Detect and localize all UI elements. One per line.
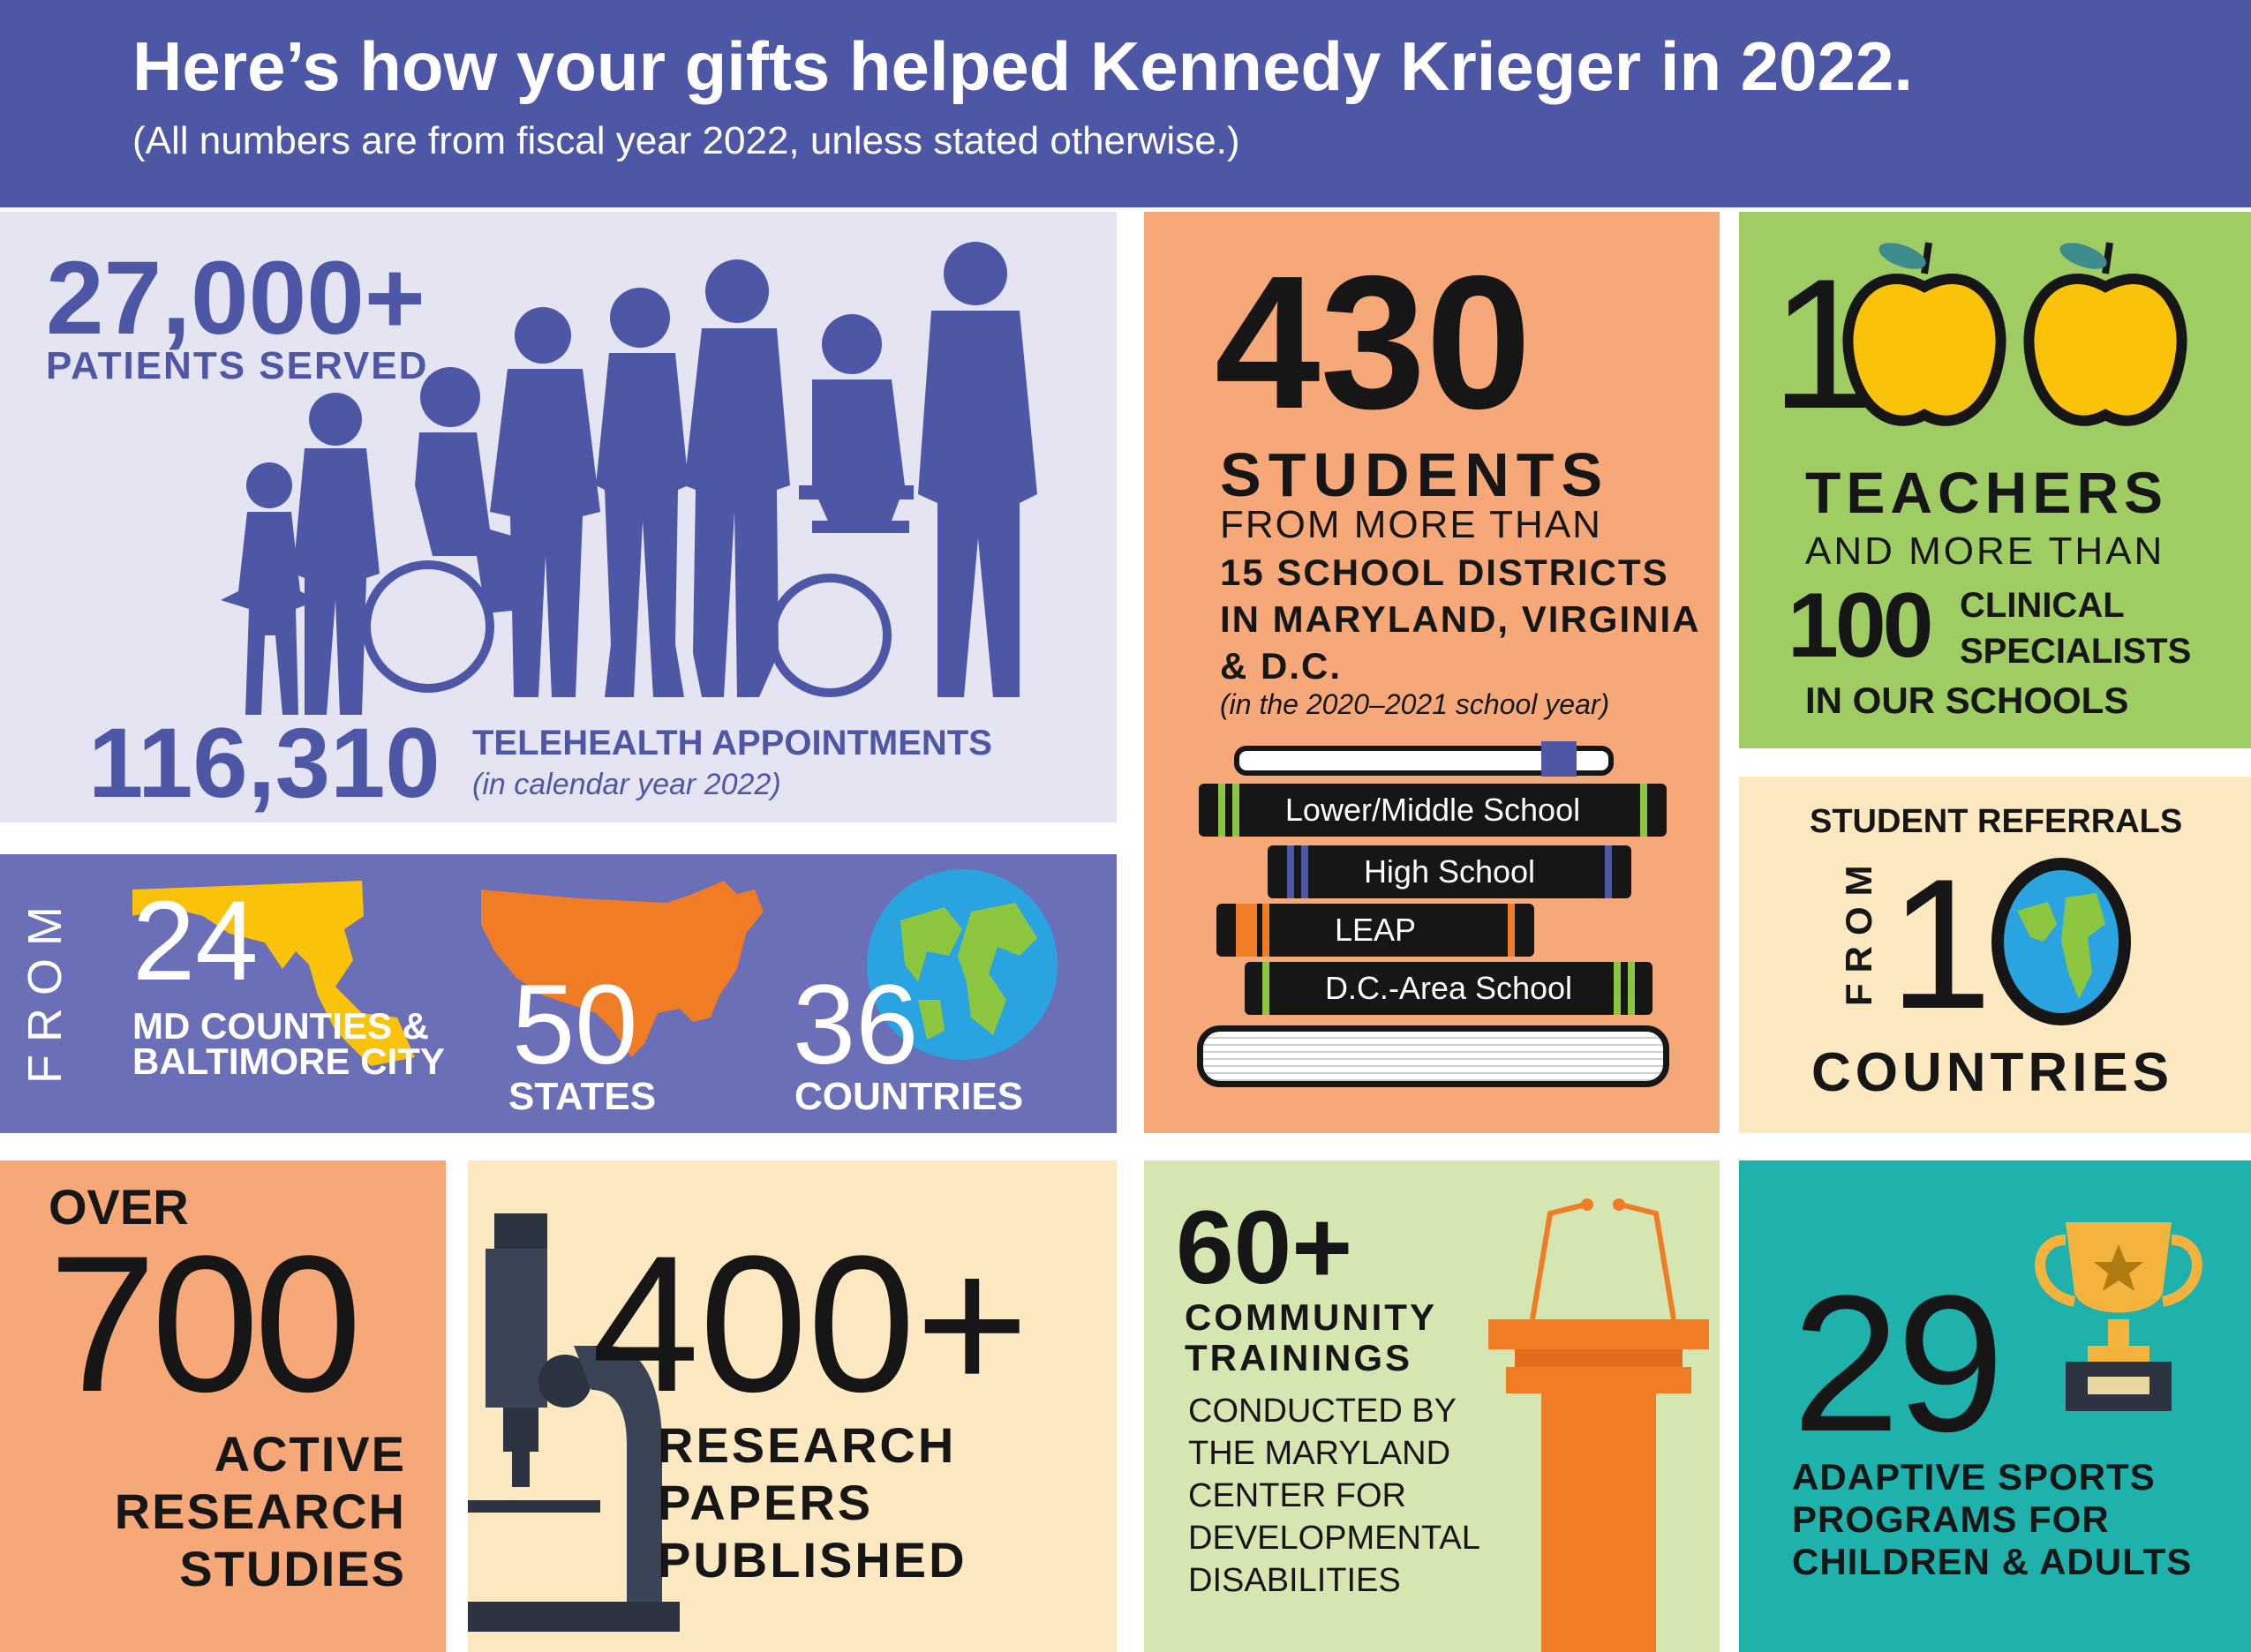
sports-number: 29 [1792,1255,2005,1472]
research-studies-panel: OVER 700 ACTIVE RESEARCH STUDIES [0,1160,446,1652]
sports-panel: 29 ADAPTIVE SPORTS PROGRAMS FOR CHILDREN… [1739,1160,2251,1652]
students-line-1: FROM MORE THAN [1220,503,1602,546]
telehealth-note: (in calendar year 2022) [472,768,781,801]
patients-label: PATIENTS SERVED [46,344,429,387]
states-number: 50 [512,962,638,1088]
trainings-number: 60+ [1176,1190,1353,1306]
studies-number: 700 [49,1215,362,1432]
referrals-panel: STUDENT REFERRALS FROM 1 COUNTRIES [1739,777,2251,1133]
teachers-panel: 1 TEACHERS AND MORE THAN 100 CLINICAL SP… [1739,212,2251,748]
sports-label: ADAPTIVE SPORTS PROGRAMS FOR CHILDREN & … [1792,1456,2193,1582]
trainings-description: CONDUCTED BY THE MARYLAND CENTER FOR DEV… [1188,1393,1479,1599]
bookmark-icon [1541,741,1577,777]
patients-panel: 27,000+ PATIENTS SERVED 116,310 TELEHEAL… [0,212,1117,822]
book-high-school: High School [1268,845,1631,898]
from-panel: FROM 24 MD COUNTIES & BALTIMORE CITY 50 … [0,854,1117,1133]
research-papers-panel: 400+ RESEARCH PAPERS PUBLISHED [468,1160,1117,1652]
usa-map-icon [481,881,764,1057]
trainings-panel: 60+ COMMUNITY TRAININGS CONDUCTED BY THE… [1144,1160,1720,1652]
referrals-number-digit: 1 [1889,840,1992,1048]
book-leap: LEAP [1216,904,1534,957]
telehealth-label: TELEHEALTH APPOINTMENTS [472,724,992,762]
students-note: (in the 2020–2021 school year) [1220,688,1610,720]
md-counties-label: MD COUNTIES & BALTIMORE CITY [132,1005,445,1082]
page-title: Here’s how your gifts helped Kennedy Kri… [132,27,1913,105]
teachers-line-2: IN OUR SCHOOLS [1805,680,2129,721]
studies-over-label: OVER [49,1179,189,1235]
papers-label: RESEARCH PAPERS PUBLISHED [658,1417,967,1588]
referrals-from-label: FROM [1838,854,1879,1006]
from-vertical-label: FROM [19,894,72,1084]
maryland-map-icon [132,881,415,1066]
referrals-label: COUNTRIES [1811,1042,2174,1103]
book-label: Lower/Middle School [1284,792,1581,828]
states-label: STATES [508,1075,657,1118]
apple-icon [2023,242,2187,426]
referrals-title: STUDENT REFERRALS [1810,803,2183,840]
specialists-label: CLINICAL SPECIALISTS [1960,586,2192,671]
book-dc-area-school: D.C.-Area School [1245,962,1652,1015]
globe-icon [867,869,1058,1060]
book-lower-middle-school: Lower/Middle School [1199,784,1667,837]
microscope-icon [468,1213,680,1632]
md-counties-number: 24 [132,878,259,1004]
countries-label: COUNTRIES [794,1075,1024,1118]
teachers-line-1: AND MORE THAN [1805,529,2165,573]
students-number: 430 [1215,236,1532,448]
book-label: D.C.-Area School [1324,970,1573,1006]
page-subtitle: (All numbers are from fiscal year 2022, … [132,119,1240,162]
specialists-number: 100 [1788,574,1934,677]
teachers-label: TEACHERS [1805,460,2169,525]
papers-number: 400+ [591,1215,1029,1432]
studies-label: ACTIVE RESEARCH STUDIES [114,1426,406,1596]
countries-number: 36 [793,962,919,1088]
patients-number: 27,000+ [46,240,425,357]
book-label: LEAP [1334,912,1417,948]
students-panel: 430 STUDENTS FROM MORE THAN 15 SCHOOL DI… [1144,212,1720,1133]
globe-icon [1991,858,2131,1025]
trophy-icon [2035,1222,2202,1411]
header-banner: Here’s how your gifts helped Kennedy Kri… [0,0,2251,207]
apple-icon [1842,242,2006,426]
trainings-label: COMMUNITY TRAININGS [1185,1296,1437,1378]
students-label: STUDENTS [1220,440,1610,509]
telehealth-number: 116,310 [88,708,440,818]
book-bottom [1197,1025,1669,1087]
students-line-2: 15 SCHOOL DISTRICTS IN MARYLAND, VIRGINI… [1220,552,1699,687]
people-silhouettes-icon [221,242,1037,715]
book-label: High School [1363,853,1536,890]
podium-icon [1488,1198,1709,1652]
